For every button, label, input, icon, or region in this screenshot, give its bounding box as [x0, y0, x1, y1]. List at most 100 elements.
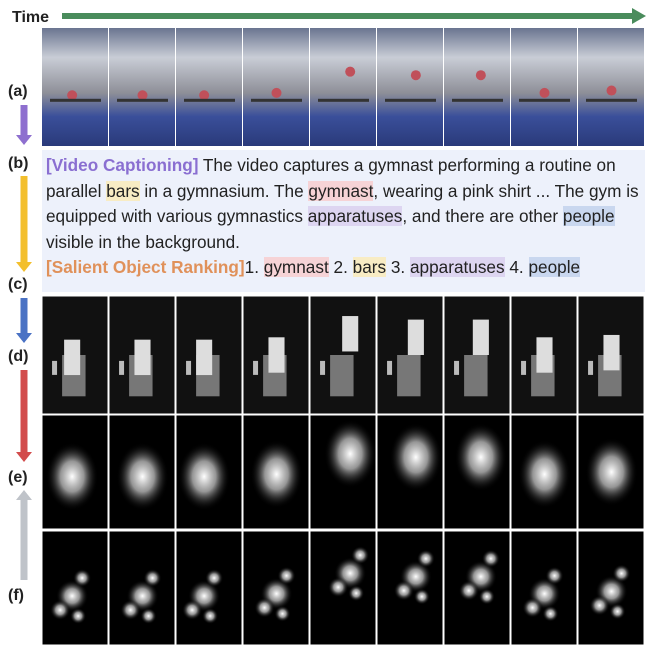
row-label: (c): [8, 276, 28, 293]
time-arrow-head: [632, 8, 646, 24]
gymnast: [476, 70, 486, 80]
caption-segment: , and there are other: [402, 206, 563, 226]
saliency-blob: [202, 608, 218, 624]
mask-box: [64, 340, 80, 375]
mask-box: [536, 337, 552, 372]
mask-box: [134, 340, 150, 375]
video-frame: [176, 28, 242, 146]
saliency-blob: [610, 603, 626, 619]
video-frame: [310, 28, 376, 146]
video-frame: [511, 28, 577, 146]
page: {"time_label": "Time", "row_labels": ["(…: [0, 0, 648, 646]
gymnast: [199, 90, 209, 100]
mask-box: [603, 335, 619, 370]
saliency-blob: [255, 598, 275, 618]
saliency-blob: [390, 423, 442, 491]
saliency-blob: [121, 600, 141, 620]
frames: [42, 28, 644, 645]
mask-box: [253, 361, 258, 375]
mask-box: [52, 361, 57, 375]
row-label: (d): [8, 348, 28, 365]
video-frame: [377, 28, 443, 146]
gymnast: [540, 88, 550, 98]
caption-segment: visible in the background.: [46, 232, 240, 252]
saliency-blob: [590, 595, 610, 615]
gymnast: [345, 67, 355, 77]
mask-box: [397, 355, 420, 396]
mask-box: [119, 361, 124, 375]
video-frame: [444, 28, 510, 146]
saliency-blob: [178, 443, 230, 511]
saliency-blob: [275, 606, 291, 622]
saliency-blob: [546, 567, 564, 585]
gymnast: [67, 90, 77, 100]
arrows: [16, 105, 32, 580]
mask-box: [521, 361, 526, 375]
rank-number: 2.: [334, 257, 348, 277]
saliency-blob: [455, 423, 507, 491]
rank-label: people: [529, 257, 581, 277]
mask-box: [196, 340, 212, 375]
rank-number: 4.: [509, 257, 523, 277]
highlight-word: apparatuses: [308, 206, 403, 226]
saliency-blob: [482, 550, 500, 568]
caption-text: [Video Captioning] The video captures a …: [46, 153, 644, 281]
gymnast: [272, 88, 282, 98]
saliency-blob: [394, 581, 414, 601]
saliency-blob: [586, 438, 638, 506]
saliency-blob: [613, 564, 631, 582]
saliency-blob: [46, 443, 98, 511]
saliency-blob: [141, 608, 157, 624]
gymnast: [607, 86, 617, 96]
flow-arrow-head: [16, 490, 32, 500]
time-label: Time: [12, 9, 49, 26]
highlight-word: bars: [106, 181, 139, 201]
saliency-blob: [523, 598, 543, 618]
mask-box: [588, 361, 593, 375]
row-label: (b): [8, 155, 28, 172]
saliency-blob: [543, 606, 559, 622]
video-frame: [243, 28, 309, 146]
saliency-blob: [205, 569, 223, 587]
saliency-blob: [479, 589, 495, 605]
mask-box: [320, 361, 325, 375]
mask-box: [387, 361, 392, 375]
bars: [50, 99, 101, 102]
rank-label: bars: [353, 257, 386, 277]
bars: [117, 99, 168, 102]
mask-box: [454, 361, 459, 375]
mask-box: [473, 320, 489, 355]
bars: [385, 99, 436, 102]
saliency-blob: [117, 443, 169, 511]
mask-box: [342, 316, 358, 351]
row-label: (e): [8, 469, 28, 486]
video-frame: [109, 28, 175, 146]
highlight-word: gymnast: [308, 181, 373, 201]
saliency-blob: [351, 546, 369, 564]
saliency-blob: [417, 550, 435, 568]
mask-box: [408, 320, 424, 355]
saliency-blob: [50, 600, 70, 620]
video-frame: [42, 28, 108, 146]
mask-box: [464, 355, 487, 396]
saliency-blob: [519, 440, 571, 508]
mask-box: [268, 337, 284, 372]
rank-number: 1.: [245, 257, 259, 277]
caption-tag: [Video Captioning]: [46, 155, 198, 175]
gymnast: [411, 70, 421, 80]
saliency-blob: [348, 585, 364, 601]
rank-label: gymnast: [264, 257, 329, 277]
bars: [519, 99, 570, 102]
caption-segment: in a gymnasium. The: [140, 181, 309, 201]
saliency-blob: [73, 569, 91, 587]
saliency-blob: [328, 577, 348, 597]
flow-arrow-head: [16, 333, 32, 343]
saliency-blob: [459, 581, 479, 601]
bars: [452, 99, 503, 102]
row-label: (f): [8, 587, 24, 604]
rank-number: 3.: [391, 257, 405, 277]
flow-arrow-head: [16, 135, 32, 145]
gymnast: [138, 90, 148, 100]
flow-arrow-head: [16, 262, 32, 272]
saliency-blob: [70, 608, 86, 624]
